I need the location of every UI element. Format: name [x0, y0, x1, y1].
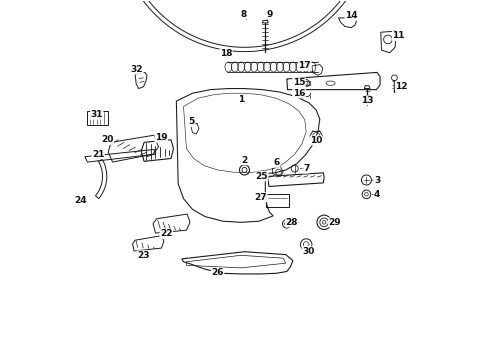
- Text: 32: 32: [130, 65, 143, 74]
- Text: 26: 26: [211, 268, 224, 277]
- Text: 2: 2: [241, 156, 247, 165]
- Text: 13: 13: [360, 96, 373, 105]
- Text: 20: 20: [101, 135, 114, 144]
- Text: 5: 5: [188, 117, 194, 126]
- Text: 11: 11: [392, 31, 404, 40]
- Text: 7: 7: [303, 164, 309, 173]
- Text: 23: 23: [137, 251, 149, 260]
- Text: 4: 4: [373, 190, 380, 199]
- Text: 30: 30: [302, 247, 314, 256]
- Text: 21: 21: [92, 150, 104, 159]
- Text: 10: 10: [309, 136, 322, 145]
- Text: 9: 9: [266, 10, 272, 19]
- Text: 22: 22: [160, 229, 172, 238]
- Text: 15: 15: [292, 78, 305, 87]
- Text: 16: 16: [292, 89, 305, 98]
- Text: 24: 24: [74, 196, 86, 205]
- Text: 1: 1: [237, 95, 244, 104]
- Text: 18: 18: [219, 49, 232, 58]
- Text: 14: 14: [345, 11, 357, 20]
- Text: 31: 31: [90, 110, 103, 119]
- Text: 27: 27: [254, 193, 266, 202]
- Text: 8: 8: [240, 10, 246, 19]
- Text: 29: 29: [328, 218, 341, 227]
- Text: 6: 6: [273, 158, 279, 167]
- Text: 28: 28: [285, 218, 298, 227]
- Text: 17: 17: [298, 62, 310, 71]
- Text: 19: 19: [155, 133, 167, 142]
- Text: 3: 3: [373, 176, 380, 185]
- Text: 12: 12: [394, 82, 407, 91]
- Text: 25: 25: [255, 172, 267, 181]
